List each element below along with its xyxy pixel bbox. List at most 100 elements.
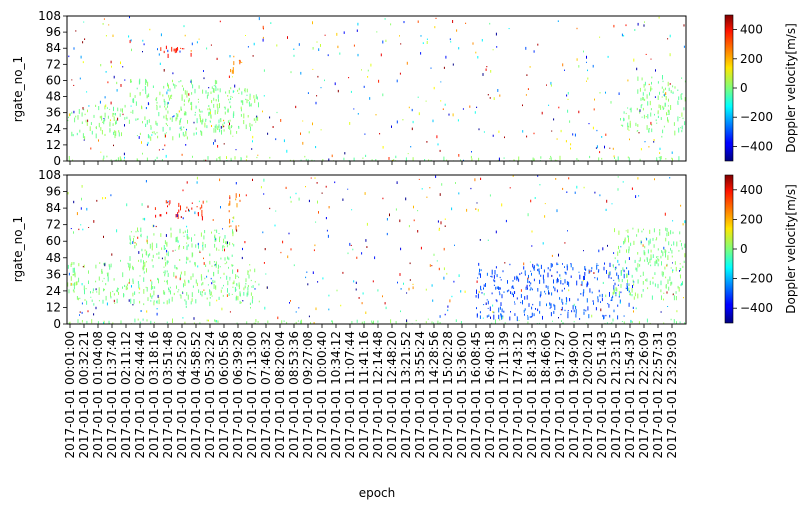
heatmap-cell: [617, 156, 619, 161]
heatmap-cell: [216, 80, 218, 84]
heatmap-cell: [497, 159, 499, 161]
heatmap-noise: [645, 53, 647, 55]
heatmap-cell: [620, 118, 621, 121]
heatmap-cell: [79, 129, 81, 133]
heatmap-noise: [224, 246, 226, 248]
heatmap-cell: [231, 293, 233, 295]
heatmap-cell: [116, 298, 118, 304]
heatmap-noise: [403, 282, 404, 285]
heatmap-noise: [326, 229, 328, 232]
heatmap-cell: [560, 313, 562, 316]
heatmap-cell: [175, 85, 177, 87]
heatmap-cell: [83, 108, 85, 111]
heatmap-cell: [117, 287, 119, 293]
heatmap-noise: [439, 193, 441, 196]
heatmap-noise: [216, 299, 218, 302]
heatmap-cell: [153, 233, 155, 236]
heatmap-noise: [340, 304, 342, 307]
heatmap-noise: [176, 214, 178, 217]
heatmap-cell: [221, 287, 223, 289]
heatmap-noise: [440, 221, 442, 225]
heatmap-cell: [82, 133, 84, 139]
heatmap-cell: [163, 290, 165, 295]
heatmap-cell: [154, 207, 156, 210]
heatmap-cell: [516, 316, 518, 322]
heatmap-noise: [612, 147, 614, 150]
heatmap-noise: [646, 238, 648, 241]
heatmap-noise: [520, 289, 522, 292]
heatmap-cell: [91, 299, 93, 302]
heatmap-noise: [663, 94, 665, 97]
heatmap-noise: [93, 313, 95, 316]
heatmap-noise: [454, 244, 455, 246]
heatmap-cell: [167, 260, 169, 263]
heatmap-cell: [252, 285, 254, 288]
heatmap-noise: [67, 192, 69, 195]
heatmap-noise: [399, 273, 401, 276]
heatmap-noise: [327, 54, 329, 57]
heatmap-cell: [145, 81, 147, 85]
heatmap-noise: [320, 129, 322, 131]
heatmap-noise: [605, 133, 607, 136]
heatmap-cell: [202, 246, 204, 251]
heatmap-cell: [609, 314, 611, 318]
heatmap-cell: [667, 279, 669, 284]
heatmap-cell: [310, 322, 311, 324]
heatmap-noise: [81, 283, 83, 286]
heatmap-noise: [322, 277, 324, 280]
heatmap-cell: [209, 107, 211, 110]
heatmap-noise: [146, 310, 148, 313]
heatmap-noise: [124, 79, 126, 81]
heatmap-noise: [412, 120, 414, 124]
heatmap-cell: [156, 131, 158, 134]
heatmap-noise: [566, 191, 568, 193]
heatmap-noise: [298, 43, 300, 46]
heatmap-cell: [642, 107, 644, 111]
heatmap-cell: [216, 158, 218, 161]
heatmap-cell: [76, 281, 78, 285]
heatmap-cell: [586, 298, 588, 303]
heatmap-noise: [620, 246, 622, 248]
heatmap-noise: [671, 151, 673, 154]
heatmap-cell: [227, 110, 229, 112]
heatmap-noise: [192, 285, 194, 288]
heatmap-cell: [598, 269, 600, 272]
heatmap-noise: [336, 32, 338, 36]
heatmap-cell: [207, 108, 209, 111]
heatmap-noise: [374, 256, 376, 260]
heatmap-cell: [624, 260, 626, 264]
heatmap-cell: [564, 287, 565, 290]
heatmap-cell: [577, 159, 579, 161]
heatmap-cell: [174, 249, 176, 251]
heatmap-noise: [481, 39, 483, 42]
heatmap-cell: [614, 282, 616, 286]
bottom-x-axis: 2017-01-01 00:01:00 2017-01-01 00:32:21 20…: [63, 324, 679, 458]
heatmap-cell: [412, 157, 414, 161]
heatmap-cell: [673, 295, 675, 301]
heatmap-cell: [146, 319, 148, 322]
heatmap-cell: [129, 256, 131, 261]
heatmap-noise: [113, 299, 115, 303]
heatmap-cell: [596, 263, 598, 265]
heatmap-cell: [211, 231, 212, 234]
heatmap-noise: [100, 151, 102, 153]
heatmap-cell: [362, 157, 364, 159]
heatmap-cell: [184, 271, 186, 276]
heatmap-cell: [257, 321, 259, 323]
heatmap-noise: [190, 80, 192, 83]
heatmap-cell: [186, 256, 188, 261]
heatmap-cell: [177, 113, 179, 117]
heatmap-noise: [232, 76, 233, 78]
heatmap-cell: [132, 109, 134, 114]
heatmap-cell: [650, 249, 652, 253]
heatmap-cell: [237, 296, 239, 301]
heatmap-cell: [98, 106, 100, 111]
heatmap-noise: [88, 105, 90, 107]
heatmap-cell: [84, 136, 86, 140]
y-tick-label: 48: [46, 90, 61, 104]
heatmap-cell: [443, 156, 445, 161]
heatmap-cell: [159, 91, 161, 96]
heatmap-cell: [565, 272, 567, 275]
heatmap-cell: [570, 275, 572, 278]
heatmap-cell: [113, 113, 115, 115]
